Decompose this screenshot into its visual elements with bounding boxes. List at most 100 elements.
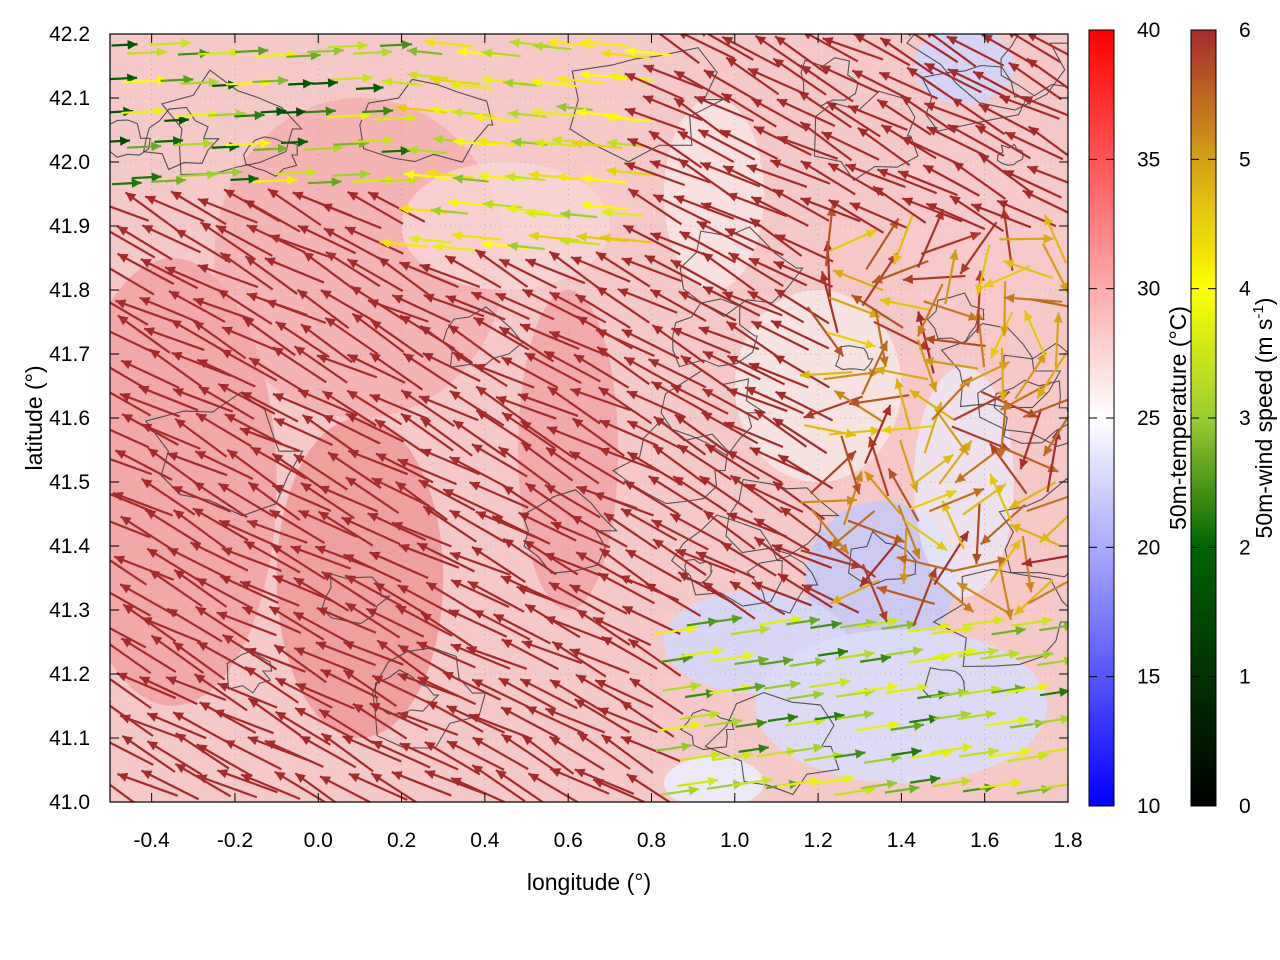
wind-vector-head xyxy=(703,510,715,521)
wind-vector-shaft xyxy=(652,193,712,225)
wind-vector-shaft xyxy=(701,387,760,421)
colorbar-tick-label: 10 xyxy=(1137,795,1160,818)
wind-vector-shaft xyxy=(627,187,683,226)
wind-vector-head xyxy=(503,78,514,88)
wind-vector-head xyxy=(624,73,636,82)
wind-vector-head xyxy=(579,70,591,80)
wind-vector xyxy=(400,389,455,428)
wind-vector-head xyxy=(755,35,767,46)
wind-vector xyxy=(655,742,692,752)
wind-vector-shaft xyxy=(150,634,205,674)
wind-vector xyxy=(320,289,377,324)
wind-vector-shaft xyxy=(570,256,631,283)
wind-vector xyxy=(545,446,600,485)
wind-vector-shaft xyxy=(318,485,379,513)
wind-vector-head xyxy=(523,540,535,550)
wind-vector-shaft xyxy=(820,131,880,161)
wind-vector-head xyxy=(450,579,462,589)
wind-vector xyxy=(146,740,203,776)
wind-vector-head xyxy=(293,454,305,464)
wind-vector xyxy=(924,102,985,127)
wind-vector xyxy=(653,624,698,636)
wind-vector xyxy=(343,641,404,666)
y-tick-label: 41.0 xyxy=(49,791,90,814)
wind-vector-head xyxy=(196,774,208,784)
wind-vector xyxy=(853,34,911,67)
wind-vector-head xyxy=(725,228,736,238)
wind-vector xyxy=(576,232,628,243)
wind-vector-shaft xyxy=(848,394,910,406)
y-tick-label: 41.8 xyxy=(49,279,90,302)
wind-vector-shaft xyxy=(751,581,812,607)
wind-vector-head xyxy=(576,232,587,242)
wind-vector-head xyxy=(690,681,702,692)
wind-vector-head xyxy=(552,641,564,652)
wind-vector xyxy=(221,547,282,573)
wind-vector-shaft xyxy=(449,551,511,576)
wind-vector-shaft xyxy=(576,731,631,770)
wind-vector xyxy=(377,256,431,297)
wind-vector xyxy=(1053,312,1063,367)
wind-vector-head xyxy=(924,102,936,112)
wind-vector xyxy=(840,435,861,495)
wind-vector-head xyxy=(549,292,561,302)
wind-vector xyxy=(626,137,687,165)
wind-vector xyxy=(221,326,282,354)
wind-vector-head xyxy=(1009,649,1020,660)
wind-vector-shaft xyxy=(501,356,559,389)
wind-vector xyxy=(352,135,395,146)
wind-vector xyxy=(165,676,227,702)
wind-vector-shaft xyxy=(373,581,430,617)
wind-vector-head xyxy=(978,104,990,114)
wind-vector-head xyxy=(432,134,444,145)
wind-vector xyxy=(1026,495,1068,513)
wind-vector-head xyxy=(343,670,355,680)
wind-vector xyxy=(999,381,1053,411)
wind-vector-head xyxy=(957,582,968,592)
wind-vector-shaft xyxy=(195,412,252,448)
wind-vector xyxy=(472,736,529,771)
wind-vector xyxy=(699,161,761,188)
wind-vector xyxy=(502,537,557,576)
wind-vector-head xyxy=(801,584,813,594)
wind-vector xyxy=(601,207,644,218)
wind-vector-shaft xyxy=(803,395,863,419)
wind-vector xyxy=(804,34,859,63)
wind-vector-head xyxy=(581,174,592,184)
wind-vector xyxy=(842,470,864,526)
wind-vector-head xyxy=(532,41,543,52)
wind-vector xyxy=(720,541,777,577)
wind-vector xyxy=(391,294,451,324)
wind-vector-head xyxy=(599,447,611,457)
wind-vector-head xyxy=(175,763,187,774)
wind-vector xyxy=(548,291,607,324)
wind-vector-shaft xyxy=(576,608,631,646)
wind-vector-head xyxy=(809,616,820,626)
wind-vector-head xyxy=(472,737,484,747)
wind-vector-shaft xyxy=(501,638,559,671)
wind-vector xyxy=(271,484,332,512)
wind-vector-head xyxy=(653,416,665,427)
wind-vector xyxy=(996,399,1008,459)
wind-vector-head xyxy=(653,194,665,204)
wind-vector-shaft xyxy=(1008,61,1062,101)
wind-vector xyxy=(151,175,187,186)
y-axis-title: latitude (°) xyxy=(21,365,47,470)
wind-vector-shaft xyxy=(420,611,475,650)
wind-vector-shaft xyxy=(110,428,150,449)
wind-vector-head xyxy=(89,198,100,207)
wind-vector-shaft xyxy=(422,505,477,543)
wind-vector-shaft xyxy=(442,488,502,518)
wind-vector-head xyxy=(771,544,783,554)
wind-vector xyxy=(771,544,833,569)
wind-vector-head xyxy=(297,225,309,235)
wind-vector-head xyxy=(95,584,106,593)
wind-vector-head xyxy=(1011,778,1022,788)
wind-vector xyxy=(139,675,198,706)
wind-vector-shaft xyxy=(597,707,658,734)
wind-vector-head xyxy=(451,107,463,118)
wind-vector-shaft xyxy=(595,328,655,357)
wind-vector-head xyxy=(149,570,161,580)
wind-vector xyxy=(371,477,430,508)
